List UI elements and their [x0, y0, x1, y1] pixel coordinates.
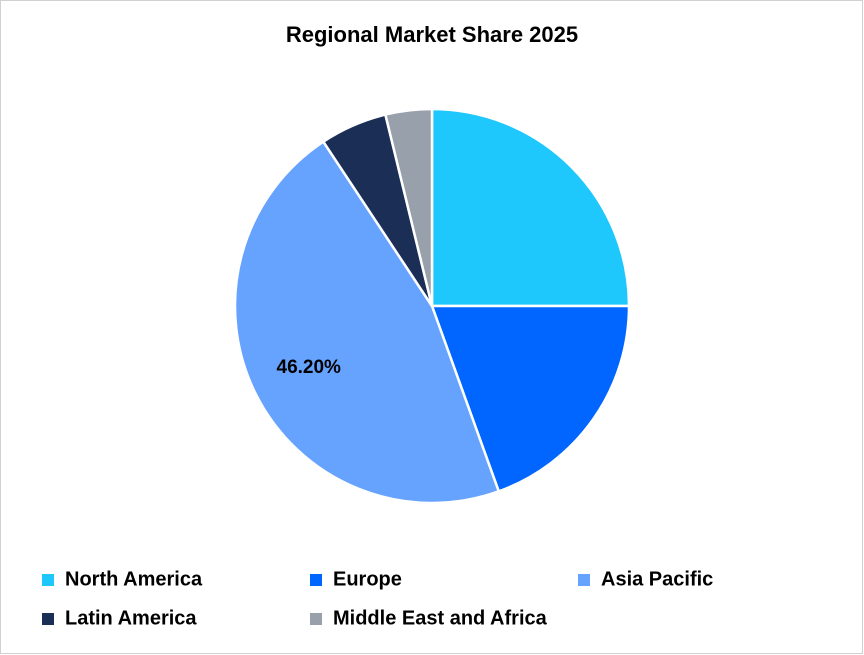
legend-label: Asia Pacific: [601, 568, 713, 590]
legend-swatch: [42, 613, 54, 625]
legend-label: Europe: [333, 568, 402, 590]
pie-slice: [383, 107, 434, 307]
legend-swatch: [42, 574, 54, 586]
pie-slice: [430, 107, 631, 308]
pie-slice: [430, 304, 631, 493]
pie-slice: [233, 139, 501, 505]
legend-swatch: [310, 613, 322, 625]
legend-label: North America: [65, 568, 203, 590]
legend-label: Middle East and Africa: [333, 607, 548, 629]
data-label: 46.20%: [277, 357, 342, 378]
chart-title: Regional Market Share 2025: [286, 22, 578, 47]
legend-label: Latin America: [65, 607, 197, 629]
legend-swatch: [578, 574, 590, 586]
legend-swatch: [310, 574, 322, 586]
